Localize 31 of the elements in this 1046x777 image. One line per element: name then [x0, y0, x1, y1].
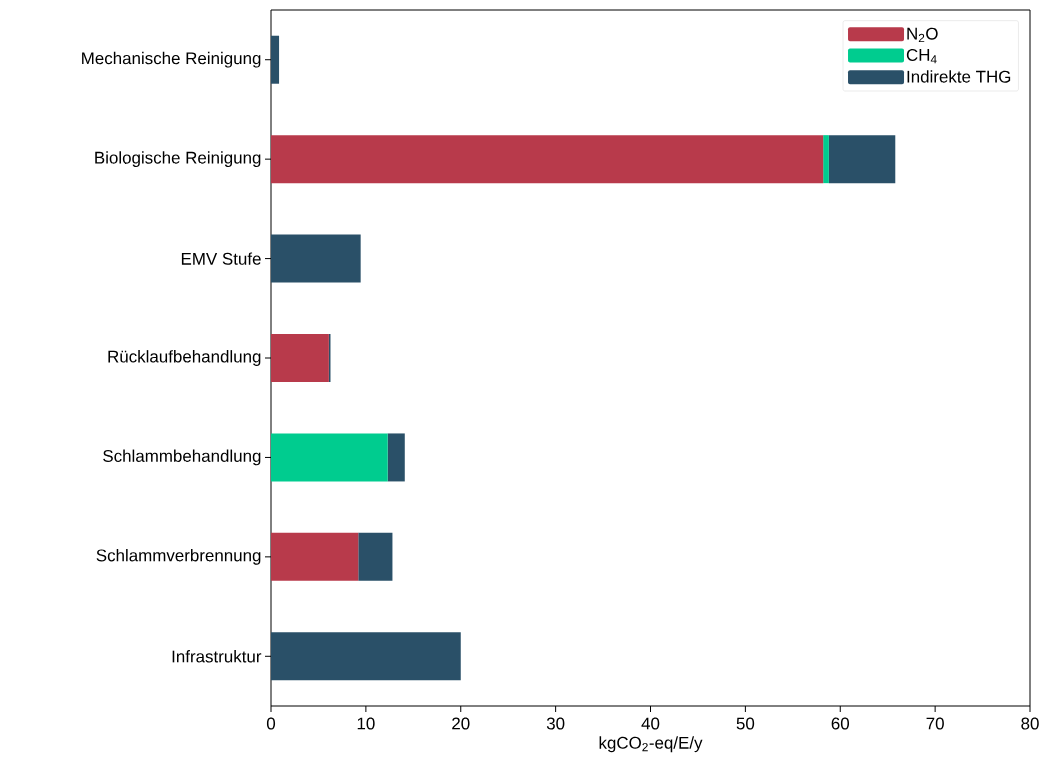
x-tick-label: 80: [1021, 717, 1039, 730]
bar: [271, 532, 359, 581]
y-tick-label: Schlammverbrennung: [96, 548, 261, 565]
bar: [271, 135, 824, 184]
y-tick-label: Infrastruktur: [172, 650, 262, 663]
bar: [828, 135, 896, 184]
legend-label: Indirekte THG: [907, 70, 1011, 83]
bar: [271, 334, 329, 383]
x-axis-title: kgCO$_{2}$-eq/E/y: [599, 736, 703, 753]
x-tick-label: 0: [266, 717, 276, 730]
legend-label: CH$_{4}$: [906, 48, 937, 64]
y-tick-label: Schlammbehandlung: [103, 449, 261, 466]
x-tick-label: 50: [736, 717, 755, 730]
x-tick-label: 30: [546, 717, 565, 730]
y-tick-label: Rücklaufbehandlung: [108, 350, 261, 366]
bar: [271, 35, 280, 84]
y-tick-label: Mechanische Reinigung: [82, 51, 261, 68]
x-tick-label: 20: [452, 717, 470, 730]
x-tick-label: 60: [831, 717, 850, 730]
x-tick-label: 70: [926, 717, 944, 730]
bar: [271, 433, 388, 482]
y-tick-label: Biologische Reinigung: [95, 151, 261, 168]
y-tick-label: EMV Stufe: [181, 252, 261, 265]
x-tick-label: 10: [357, 717, 375, 730]
bar: [271, 632, 461, 681]
x-tick-label: 40: [641, 717, 660, 730]
bar: [271, 234, 361, 283]
bar: [823, 135, 829, 184]
bar: [387, 433, 405, 482]
bar: [358, 532, 393, 581]
legend-label: N$_{2}$O: [907, 27, 938, 43]
